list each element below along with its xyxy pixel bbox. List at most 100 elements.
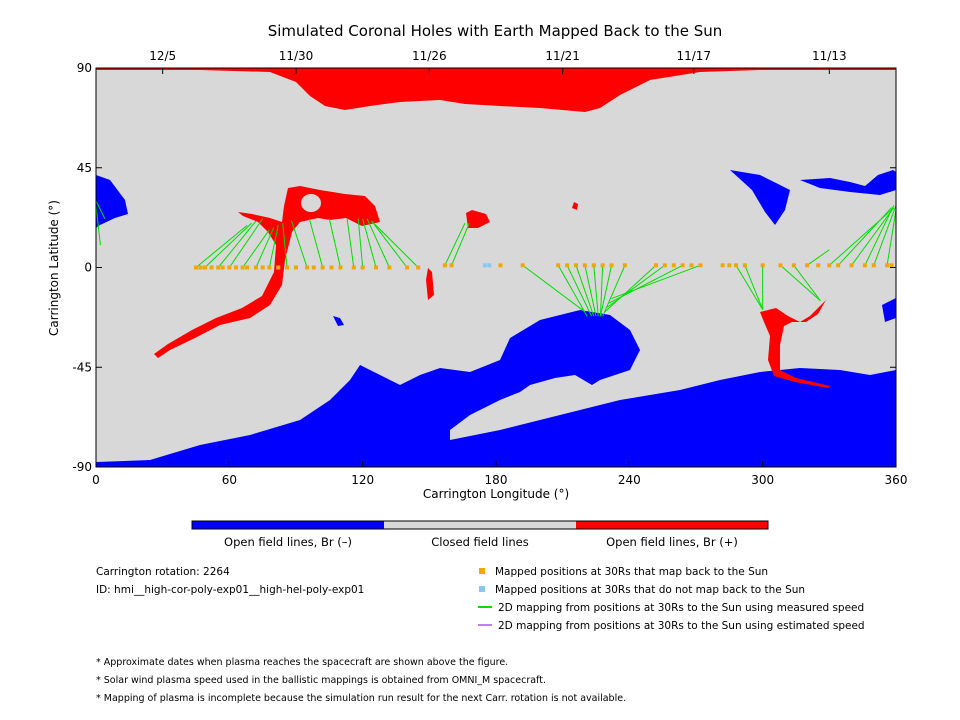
- mapped-point-56: [849, 263, 854, 268]
- run-id: ID: hmi__high-cor-poly-exp01__high-hel-p…: [96, 584, 365, 596]
- y-tick-label-0: 90: [77, 61, 92, 75]
- y-tick-label-3: -45: [72, 360, 92, 374]
- legend-line-measured: [478, 606, 492, 608]
- mapped-point-6: [227, 265, 232, 270]
- colorbar-frame: [191, 520, 769, 530]
- mapping-lines: [95, 200, 897, 317]
- mapping-line-17: [444, 222, 466, 266]
- mapped-point-22: [360, 265, 365, 270]
- legend-line-estimated: [478, 624, 492, 626]
- closed-island: [301, 194, 321, 212]
- footnote-incomplete: * Mapping of plasma is incomplete becaus…: [96, 693, 627, 704]
- mapped-point-41: [671, 263, 676, 268]
- x-tick-label-4: 240: [618, 473, 641, 487]
- mapping-line-30: [609, 264, 683, 304]
- unmapped-point-1: [487, 263, 492, 268]
- mapped-point-24: [387, 265, 392, 270]
- mapping-line-31: [611, 264, 701, 300]
- mapping-line-27: [522, 264, 586, 313]
- mapped-point-59: [885, 263, 890, 268]
- mapping-line-22: [584, 265, 597, 317]
- mapping-line-43: [886, 209, 897, 266]
- mapped-point-31: [556, 263, 561, 268]
- mapped-point-20: [338, 265, 343, 270]
- legend-label-unmapped: Mapped positions at 30Rs that do not map…: [495, 584, 806, 596]
- mapping-line-13: [362, 218, 377, 268]
- date-tick-label-3: 11/21: [545, 49, 580, 63]
- mapping-line-25: [599, 265, 613, 317]
- mapped-point-2: [202, 265, 207, 270]
- mapped-point-32: [565, 263, 570, 268]
- mapped-point-28: [449, 263, 454, 268]
- mapped-point-9: [245, 265, 250, 270]
- mapping-line-12: [357, 218, 364, 268]
- mapping-line-2: [217, 220, 257, 268]
- mapped-point-34: [582, 263, 587, 268]
- mapping-line-28: [604, 264, 657, 313]
- footnote-speed: * Solar wind plasma speed used in the ba…: [96, 675, 546, 686]
- date-tick-label-2: 11/26: [412, 49, 447, 63]
- mapped-point-8: [240, 265, 245, 270]
- mapping-line-21: [575, 265, 595, 317]
- mapped-point-35: [591, 263, 596, 268]
- mapped-point-18: [320, 265, 325, 270]
- x-axis-ticks: 0 60 120 180 240 300 360: [92, 461, 907, 487]
- mapped-point-13: [276, 265, 281, 270]
- mapping-line-41: [864, 205, 895, 266]
- mapped-point-49: [760, 263, 765, 268]
- mapping-line-14: [366, 218, 390, 268]
- x-tick-label-5: 300: [751, 473, 774, 487]
- y-tick-label-4: -90: [72, 460, 92, 474]
- mapping-line-16: [371, 220, 419, 268]
- figure-title: Simulated Coronal Holes with Earth Mappe…: [268, 22, 723, 40]
- date-tick-label-4: 11/17: [676, 49, 711, 63]
- legend-item-estimated: 2D mapping from positions at 30Rs to the…: [478, 620, 865, 632]
- legend-marker-mapped: [479, 568, 485, 574]
- mapped-point-17: [311, 265, 316, 270]
- mapped-point-16: [305, 265, 310, 270]
- x-axis-label: Carrington Longitude (°): [423, 487, 569, 501]
- mapped-point-5: [220, 265, 225, 270]
- mapped-point-43: [689, 263, 694, 268]
- colorbar: Open field lines, Br (–) Closed field li…: [191, 520, 769, 549]
- x-tick-label-2: 120: [351, 473, 374, 487]
- colorbar-positive: [576, 521, 768, 529]
- mapping-line-39: [837, 207, 892, 266]
- mapped-point-54: [827, 263, 832, 268]
- legend-marker-unmapped: [479, 586, 485, 592]
- mapped-point-37: [609, 263, 614, 268]
- mapped-points: [194, 263, 894, 270]
- mapping-line-35: [780, 264, 821, 302]
- mapping-line-4: [242, 229, 270, 268]
- mapped-point-12: [267, 265, 272, 270]
- mapping-line-32: [735, 265, 764, 310]
- mapping-line-1: [204, 222, 252, 268]
- mapped-point-57: [862, 263, 867, 268]
- mapped-point-38: [622, 263, 627, 268]
- mapping-line-33: [744, 265, 764, 310]
- legend-label-estimated: 2D mapping from positions at 30Rs to the…: [498, 620, 865, 632]
- date-tick-label-5: 11/13: [812, 49, 847, 63]
- mapping-line-0: [195, 224, 248, 268]
- mapped-point-7: [234, 265, 238, 270]
- y-axis-ticks: 90 45 0 -45 -90: [72, 61, 896, 474]
- colorbar-label-positive: Open field lines, Br (+): [606, 535, 738, 549]
- mapping-line-15: [371, 220, 408, 268]
- mapped-point-40: [662, 263, 667, 268]
- colorbar-label-negative: Open field lines, Br (–): [224, 535, 352, 549]
- date-tick-label-1: 11/30: [279, 49, 314, 63]
- x-tick-label-3: 180: [485, 473, 508, 487]
- mapping-line-23: [593, 265, 599, 317]
- mapping-line-7: [282, 223, 288, 268]
- colorbar-closed: [384, 521, 576, 529]
- y-tick-label-1: 45: [77, 161, 92, 175]
- y-axis-label: Carrington Latitude (°): [47, 200, 61, 336]
- mapping-line-10: [328, 218, 341, 268]
- mapping-line-3: [228, 218, 264, 268]
- mapped-point-42: [680, 263, 685, 268]
- mapping-line-29: [606, 264, 666, 308]
- mapped-point-27: [442, 263, 447, 268]
- mapped-point-39: [654, 263, 658, 268]
- x-tick-label-0: 0: [92, 473, 100, 487]
- mapping-line-6: [268, 225, 279, 268]
